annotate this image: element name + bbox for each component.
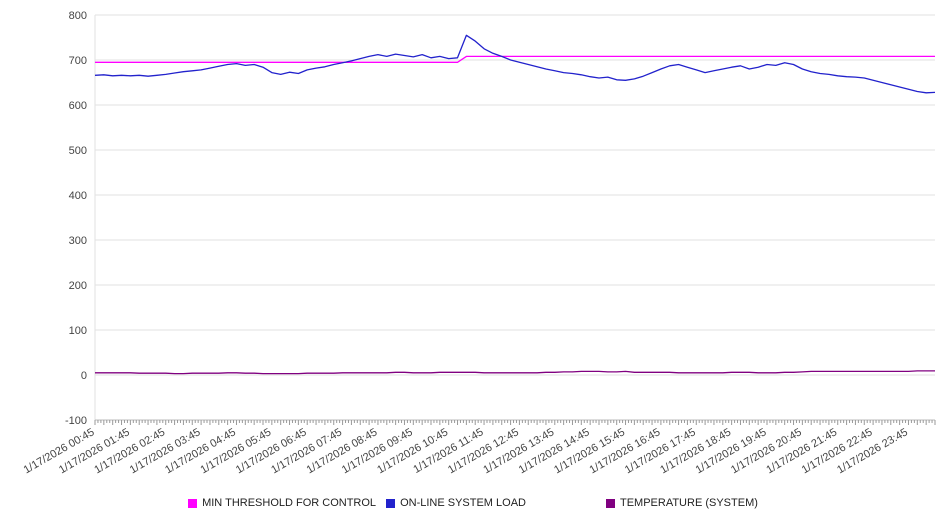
legend-label-min-threshold: MIN THRESHOLD FOR CONTROL xyxy=(202,497,377,509)
svg-text:400: 400 xyxy=(69,190,87,202)
svg-text:700: 700 xyxy=(69,55,87,67)
legend-swatch-min-threshold-icon xyxy=(188,498,198,508)
legend-swatch-online-system-load-icon xyxy=(386,498,396,508)
legend-label-online-system-load: ON-LINE SYSTEM LOAD xyxy=(400,497,526,509)
legend-item-min-threshold[interactable]: MIN THRESHOLD FOR CONTROL xyxy=(188,497,376,509)
chart-legend: MIN THRESHOLD FOR CONTROL ON-LINE SYSTEM… xyxy=(0,497,946,509)
svg-text:500: 500 xyxy=(69,145,87,157)
legend-swatch-temperature-system-icon xyxy=(605,498,615,508)
svg-text:100: 100 xyxy=(69,325,87,337)
svg-text:300: 300 xyxy=(69,235,87,247)
legend-item-online-system-load[interactable]: ON-LINE SYSTEM LOAD xyxy=(386,497,526,509)
svg-text:-100: -100 xyxy=(65,415,87,427)
svg-text:200: 200 xyxy=(69,280,87,292)
legend-item-temperature-system[interactable]: TEMPERATURE (SYSTEM) xyxy=(605,497,758,509)
svg-text:0: 0 xyxy=(81,370,87,382)
svg-text:600: 600 xyxy=(69,100,87,112)
legend-label-temperature-system: TEMPERATURE (SYSTEM) xyxy=(619,497,758,509)
svg-text:800: 800 xyxy=(69,10,87,22)
